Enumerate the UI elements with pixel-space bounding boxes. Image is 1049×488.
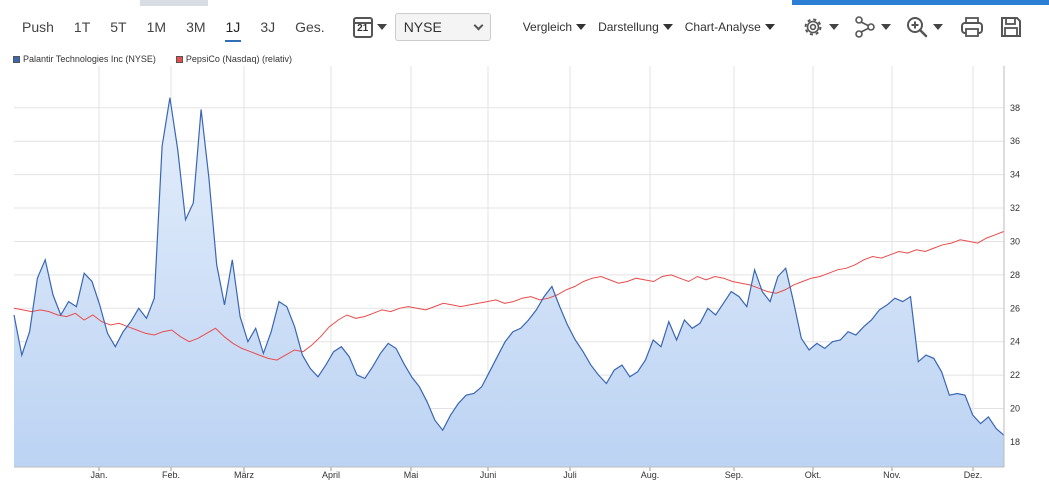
chart-axes: 18 20 22 24 26 28 30 32 34 36 38 Jan. Feb. März April M… <box>14 66 1020 480</box>
x-tick-label: Okt. <box>805 470 822 480</box>
legend-swatch <box>13 55 20 63</box>
caret-down-icon <box>576 24 587 30</box>
zoom-in-icon <box>906 17 928 38</box>
legend-item-pepsico[interactable]: PepsiCo (Nasdaq) (relativ) <box>175 54 292 64</box>
range-3m-button[interactable]: 3M <box>186 19 206 35</box>
x-tick-label: Mai <box>404 470 419 480</box>
x-tick-label: Feb. <box>162 470 180 480</box>
pepsico-line <box>13 230 1005 361</box>
caret-down-icon <box>764 24 775 30</box>
compare-menu[interactable]: Vergleich <box>522 20 587 34</box>
save-icon <box>1000 17 1021 37</box>
range-1m-button[interactable]: 1M <box>146 19 167 35</box>
y-tick-label: 38 <box>1010 103 1020 113</box>
settings-button[interactable] <box>801 15 839 39</box>
range-5d-button[interactable]: 5T <box>110 19 127 35</box>
top-tab-indicator <box>140 0 208 6</box>
display-menu-label: Darstellung <box>598 20 659 34</box>
x-tick-label: März <box>234 470 254 480</box>
legend-label: PepsiCo (Nasdaq) (relativ) <box>185 54 292 64</box>
y-tick-label: 36 <box>1010 136 1020 146</box>
x-tick-label: Nov. <box>883 470 901 480</box>
caret-down-icon <box>828 24 839 30</box>
indicators-button[interactable] <box>853 15 891 39</box>
range-1y-button[interactable]: 1J <box>216 12 251 42</box>
chart-legend: Palantir Technologies Inc (NYSE) PepsiCo… <box>13 54 312 64</box>
y-tick-label: 26 <box>1010 303 1020 313</box>
exchange-select[interactable]: NYSE <box>394 13 491 41</box>
chart-toolbar: Push 1T 5T 1M 3M 1J 3J Ges. 21 NYSE Verg… <box>0 6 1049 48</box>
calendar-day: 21 <box>357 23 369 34</box>
range-push-button[interactable]: Push <box>22 19 54 35</box>
x-tick-label: Juni <box>480 470 497 480</box>
y-tick-label: 22 <box>1010 370 1020 380</box>
top-accent-bar <box>792 0 1049 5</box>
caret-down-icon <box>932 24 943 30</box>
y-tick-label: 18 <box>1010 437 1020 447</box>
date-picker-button[interactable]: 21 <box>352 16 387 38</box>
x-tick-label: Juli <box>563 470 577 480</box>
chart-analysis-menu[interactable]: Chart-Analyse <box>685 20 775 34</box>
range-all-button[interactable]: Ges. <box>295 19 325 35</box>
legend-swatch <box>175 55 183 63</box>
range-1d-button[interactable]: 1T <box>73 19 91 35</box>
range-3y-button[interactable]: 3J <box>260 19 276 35</box>
palantir-line <box>13 97 1005 436</box>
x-tick-label: April <box>322 470 340 480</box>
exchange-value: NYSE <box>403 19 442 35</box>
y-tick-label: 28 <box>1010 270 1020 280</box>
print-icon <box>960 17 983 37</box>
print-button[interactable] <box>959 15 985 39</box>
y-tick-label: 32 <box>1010 203 1020 213</box>
compare-menu-label: Vergleich <box>522 20 573 34</box>
caret-down-icon <box>662 24 673 30</box>
y-tick-label: 34 <box>1010 170 1020 180</box>
price-chart[interactable]: 18 20 22 24 26 28 30 32 34 36 38 Jan. Feb. März April M… <box>0 66 1049 488</box>
legend-item-palantir[interactable]: Palantir Technologies Inc (NYSE) <box>13 54 156 64</box>
x-tick-label: Sep. <box>725 470 744 480</box>
y-tick-label: 24 <box>1010 337 1020 347</box>
save-button[interactable] <box>999 15 1023 39</box>
gear-icon <box>804 18 822 36</box>
caret-down-icon <box>376 24 387 30</box>
x-tick-label: Aug. <box>641 470 660 480</box>
x-tick-label: Dez. <box>964 470 983 480</box>
palantir-area-fill <box>14 97 1004 467</box>
series-lines <box>13 97 1005 436</box>
caret-down-icon <box>880 24 891 30</box>
calendar-icon: 21 <box>352 16 373 38</box>
y-tick-label: 20 <box>1010 404 1020 414</box>
network-icon <box>854 16 875 38</box>
palantir-area <box>14 97 1004 467</box>
x-tick-label: Jan. <box>90 470 107 480</box>
chart-analysis-menu-label: Chart-Analyse <box>684 20 761 34</box>
zoom-button[interactable] <box>905 15 943 39</box>
legend-label: Palantir Technologies Inc (NYSE) <box>23 54 156 64</box>
y-tick-label: 30 <box>1010 236 1020 246</box>
chevron-down-icon <box>473 20 484 30</box>
display-menu[interactable]: Darstellung <box>598 20 673 34</box>
